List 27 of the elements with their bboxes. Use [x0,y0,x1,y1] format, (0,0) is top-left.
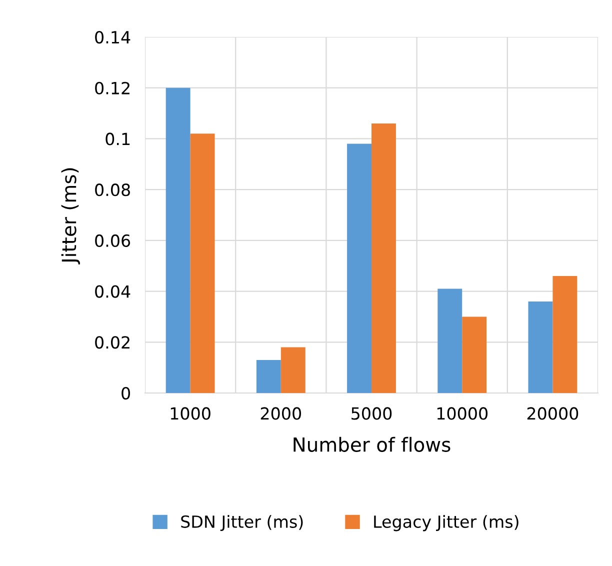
bar [280,347,306,393]
x-tick-label: 20000 [527,407,578,420]
bar [166,88,190,393]
y-tick-label: 0.04 [95,285,130,298]
y-axis-title: Jitter (ms) [61,168,80,264]
y-tick-label: 0.02 [95,336,130,349]
legend-label: SDN Jitter (ms) [181,515,303,532]
bar [438,288,462,393]
y-tick-label: 0.08 [95,184,130,196]
legend-label: Legacy Jitter (ms) [374,515,518,532]
x-tick-label: 2000 [260,407,301,420]
bar [372,123,396,393]
bar [347,144,372,393]
bar [190,134,215,393]
bar [528,301,553,393]
y-tick-label: 0.12 [95,82,130,94]
y-tick-label: 0.1 [106,132,130,146]
x-axis-title: Number of flows [294,436,450,452]
bar [552,276,578,393]
x-tick-label: 1000 [170,407,210,420]
y-tick-label: 0 [122,386,130,400]
y-tick-label: 0.06 [95,234,130,247]
bar [462,316,487,393]
x-tick-label: 10000 [437,407,488,420]
bar [256,360,281,393]
x-tick-label: 5000 [352,407,392,420]
y-tick-label: 0.14 [95,30,130,44]
